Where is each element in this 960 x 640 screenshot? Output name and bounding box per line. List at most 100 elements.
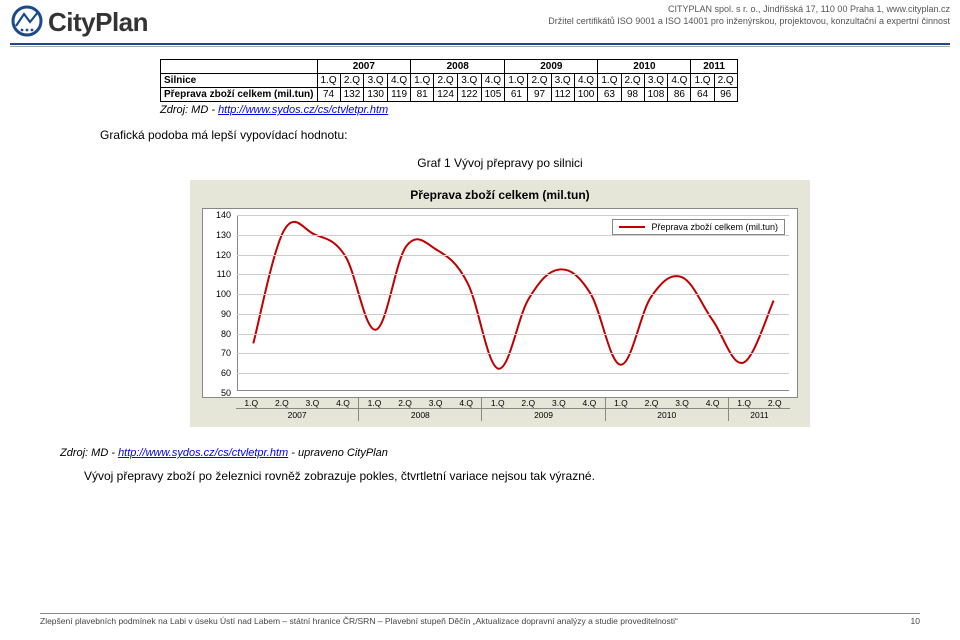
logo-icon <box>10 4 44 41</box>
table-quarter-header: 3.Q <box>551 74 574 88</box>
source2-suffix: - upraveno CityPlan <box>288 447 388 459</box>
table-quarter-header: 2.Q <box>340 74 364 88</box>
table-year-header: 2009 <box>505 60 598 74</box>
table-cell: 98 <box>621 88 644 102</box>
x-tick-label: 1.Q <box>729 398 760 408</box>
source-line-1: Zdroj: MD - http://www.sydos.cz/cs/ctvle… <box>160 104 900 116</box>
y-tick-label: 120 <box>203 250 231 260</box>
table-quarter-header: 3.Q <box>364 74 388 88</box>
chart-plot: Přeprava zboží celkem (mil.tun) 50 60 70 80… <box>202 208 798 398</box>
table-year-header: 2007 <box>317 60 411 74</box>
table-quarter-header: 4.Q <box>668 74 691 88</box>
x-tick-label: 4.Q <box>451 398 482 408</box>
y-tick-label: 90 <box>203 309 231 319</box>
y-tick-label: 80 <box>203 329 231 339</box>
x-tick-label: 3.Q <box>544 398 575 408</box>
company-address: CITYPLAN spol. s r. o., Jindřišská 17, 1… <box>548 4 950 16</box>
table-quarter-header: 1.Q <box>317 74 340 88</box>
x-tick-label: 3.Q <box>297 398 328 408</box>
table-cell: 112 <box>551 88 574 102</box>
y-tick-label: 50 <box>203 388 231 398</box>
x-tick-label: 1.Q <box>359 398 390 408</box>
table-quarter-header: 2.Q <box>434 74 458 88</box>
table-row-label: Silnice <box>161 74 318 88</box>
legend-label: Přeprava zboží celkem (mil.tun) <box>651 222 778 232</box>
chart-legend: Přeprava zboží celkem (mil.tun) <box>612 219 785 235</box>
x-tick-label: 2.Q <box>267 398 298 408</box>
table-quarter-header: 1.Q <box>691 74 714 88</box>
table-year-header: 2008 <box>411 60 505 74</box>
source1-label: Zdroj: MD - <box>160 104 218 116</box>
y-tick-label: 60 <box>203 368 231 378</box>
table-quarter-header: 1.Q <box>411 74 434 88</box>
table-quarter-header: 4.Q <box>481 74 505 88</box>
table-cell: 96 <box>714 88 737 102</box>
table-cell: 63 <box>598 88 621 102</box>
x-year-label: 2009 <box>482 408 604 421</box>
table-cell: 64 <box>691 88 714 102</box>
x-tick-label: 1.Q <box>606 398 637 408</box>
table-cell: 119 <box>388 88 411 102</box>
page-footer: Zlepšení plavebních podmínek na Labi v ú… <box>40 613 920 626</box>
source-line-2: Zdroj: MD - http://www.sydos.cz/cs/ctvle… <box>60 447 900 459</box>
x-year-label: 2008 <box>359 408 481 421</box>
table-cell: 124 <box>434 88 458 102</box>
y-tick-label: 70 <box>203 348 231 358</box>
x-year-label: 2011 <box>729 408 790 421</box>
table-quarter-header: 1.Q <box>505 74 528 88</box>
table-quarter-header: 4.Q <box>574 74 598 88</box>
table-year-header: 2010 <box>598 60 691 74</box>
source2-prefix: Zdroj: MD - <box>60 447 118 459</box>
table-cell: 132 <box>340 88 364 102</box>
y-tick-label: 110 <box>203 269 231 279</box>
table-quarter-header: 2.Q <box>528 74 551 88</box>
logo: CityPlan <box>10 4 148 41</box>
table-cell: 81 <box>411 88 434 102</box>
x-tick-label: 2.Q <box>390 398 421 408</box>
table-cell: 105 <box>481 88 505 102</box>
footer-text: Zlepšení plavebních podmínek na Labi v ú… <box>40 616 678 626</box>
table-cell: 61 <box>505 88 528 102</box>
table-cell: 130 <box>364 88 388 102</box>
table-cell: 86 <box>668 88 691 102</box>
table-quarter-header: 4.Q <box>388 74 411 88</box>
y-tick-label: 130 <box>203 230 231 240</box>
intro-paragraph: Grafická podoba má lepší vypovídací hodn… <box>100 128 900 142</box>
chart-title: Přeprava zboží celkem (mil.tun) <box>202 188 798 202</box>
x-tick-label: 4.Q <box>697 398 728 408</box>
x-tick-label: 2.Q <box>636 398 667 408</box>
x-year-label: 2007 <box>236 408 358 421</box>
x-tick-label: 4.Q <box>574 398 605 408</box>
x-year-label: 2010 <box>606 408 728 421</box>
company-cert: Držitel certifikátů ISO 9001 a ISO 14001… <box>548 16 950 28</box>
table-cell: 97 <box>528 88 551 102</box>
table-quarter-header: 3.Q <box>457 74 481 88</box>
x-tick-label: 4.Q <box>328 398 359 408</box>
header-meta: CITYPLAN spol. s r. o., Jindřišská 17, 1… <box>548 4 950 27</box>
table-quarter-header: 3.Q <box>644 74 668 88</box>
chart-panel: Přeprava zboží celkem (mil.tun) Přeprava… <box>190 180 810 427</box>
page-number: 10 <box>911 616 920 626</box>
table-cell: 74 <box>317 88 340 102</box>
x-tick-label: 3.Q <box>667 398 698 408</box>
source2-link[interactable]: http://www.sydos.cz/cs/ctvletpr.htm <box>118 447 288 459</box>
table-quarter-header: 2.Q <box>621 74 644 88</box>
legend-line-icon <box>619 226 645 228</box>
figure-caption: Graf 1 Vývoj přepravy po silnici <box>100 156 900 170</box>
table-row-label: Přeprava zboží celkem (mil.tun) <box>161 88 318 102</box>
body-paragraph: Vývoj přepravy zboží po železnici rovněž… <box>60 469 900 483</box>
x-tick-label: 1.Q <box>482 398 513 408</box>
data-table: 20072008200920102011 Silnice1.Q2.Q3.Q4.Q… <box>160 59 738 102</box>
x-tick-label: 3.Q <box>420 398 451 408</box>
x-tick-label: 1.Q <box>236 398 267 408</box>
table-cell: 122 <box>457 88 481 102</box>
source1-link[interactable]: http://www.sydos.cz/cs/ctvletpr.htm <box>218 104 388 116</box>
x-tick-label: 2.Q <box>513 398 544 408</box>
table-quarter-header: 1.Q <box>598 74 621 88</box>
logo-text: CityPlan <box>48 7 148 38</box>
header-rule-thick <box>10 43 950 45</box>
page-header: CityPlan CITYPLAN spol. s r. o., Jindřiš… <box>0 0 960 41</box>
y-tick-label: 140 <box>203 210 231 220</box>
chart-x-axis: 1.Q2.Q3.Q4.Q20071.Q2.Q3.Q4.Q20081.Q2.Q3.… <box>236 398 790 421</box>
table-cell: 108 <box>644 88 668 102</box>
